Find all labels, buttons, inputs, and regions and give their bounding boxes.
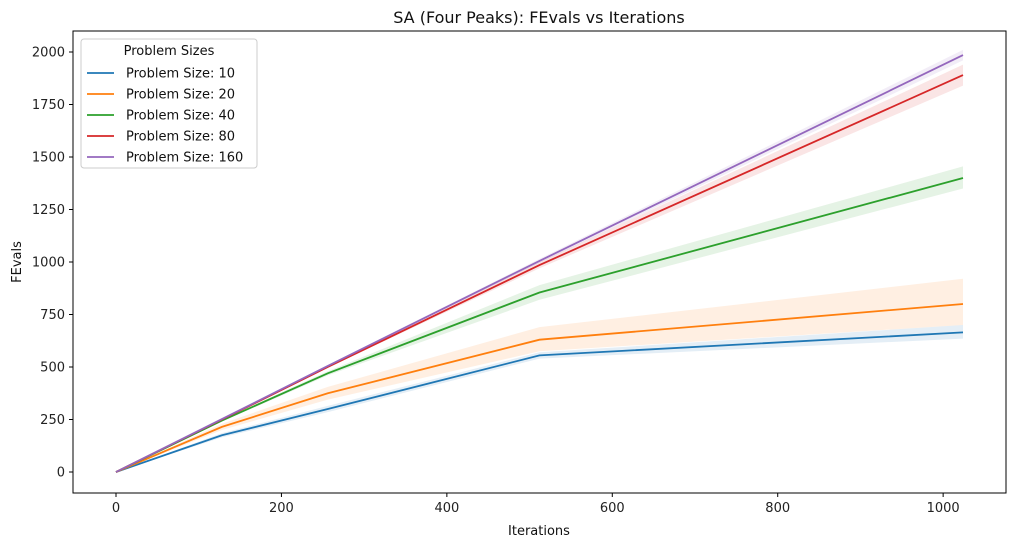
y-tick-label: 1250 <box>32 203 65 218</box>
y-tick-label: 2000 <box>32 46 65 61</box>
y-tick-label: 500 <box>40 361 65 376</box>
line-series-5 <box>115 54 964 473</box>
y-tick-label: 250 <box>40 413 65 428</box>
band-series-3 <box>116 166 963 472</box>
y-tick-label: 1000 <box>32 256 65 271</box>
y-tick-label: 1500 <box>32 151 65 166</box>
x-axis-label: Iterations <box>508 524 570 539</box>
line-series-2 <box>115 303 964 473</box>
y-tick-label: 0 <box>57 466 65 481</box>
line-series-1 <box>115 331 964 473</box>
x-tick-label: 600 <box>600 501 625 516</box>
band-series-2 <box>116 278 963 472</box>
y-tick-label: 750 <box>40 308 65 323</box>
y-tick-label: 1750 <box>32 98 65 113</box>
legend-label-4: Problem Size: 80 <box>126 130 235 145</box>
legend-items: Problem Size: 10 Problem Size: 20 Problem … <box>87 67 243 166</box>
legend-label-5: Problem Size: 160 <box>126 151 243 166</box>
x-tick-label: 1000 <box>927 501 960 516</box>
legend-label-3: Problem Size: 40 <box>126 109 235 124</box>
series-lines <box>115 54 964 473</box>
x-tick-label: 800 <box>765 501 790 516</box>
band-series-1 <box>116 325 963 472</box>
band-series-4 <box>116 64 963 472</box>
legend-title: Problem Sizes <box>124 44 215 59</box>
x-tick-label: 0 <box>112 501 120 516</box>
y-axis-label: FEvals <box>10 241 25 283</box>
legend-label-1: Problem Size: 10 <box>126 67 235 82</box>
x-tick-label: 400 <box>434 501 459 516</box>
x-tick-label: 200 <box>269 501 294 516</box>
legend-box <box>80 38 258 169</box>
x-axis: 0 200 400 600 800 1000 <box>112 493 960 516</box>
legend-label-2: Problem Size: 20 <box>126 88 235 103</box>
chart-title: SA (Four Peaks): FEvals vs Iterations <box>393 8 685 27</box>
y-axis: 0 250 500 750 1000 1250 1500 1750 2000 <box>32 46 73 481</box>
